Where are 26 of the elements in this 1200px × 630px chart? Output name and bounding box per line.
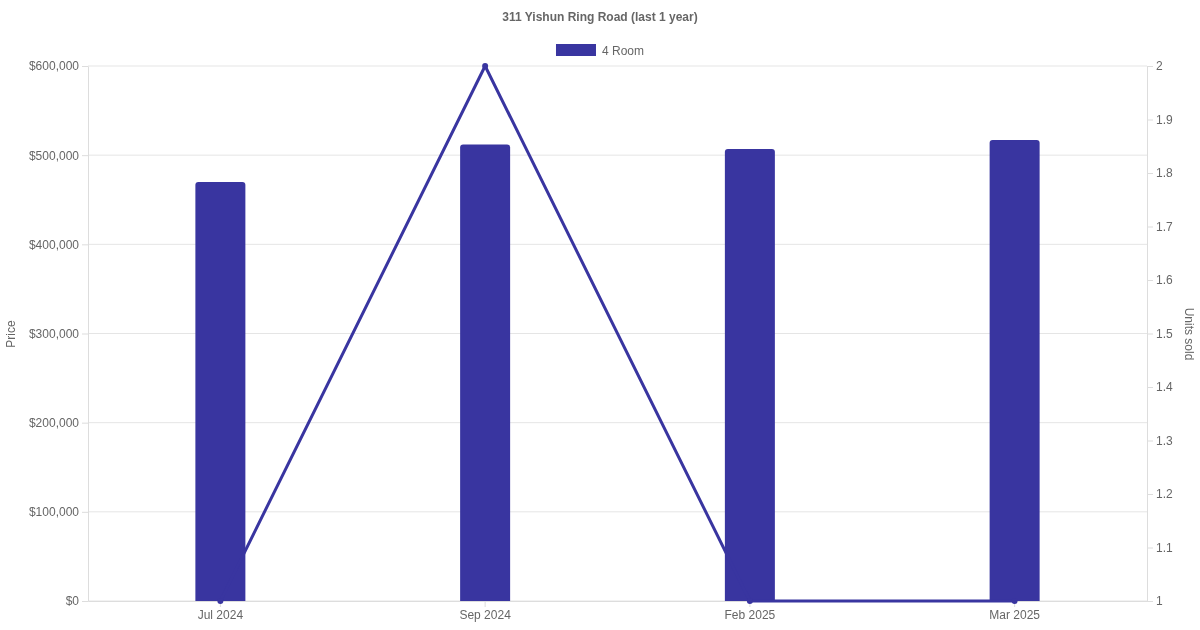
y2-tick-label: 1.6 [1156, 273, 1174, 288]
y2-tick-label: 1 [1156, 594, 1163, 609]
y2-tick-label: 1.5 [1156, 326, 1174, 341]
y2-tick-label: 2 [1156, 59, 1163, 74]
y-tick-label: $500,000 [28, 148, 80, 163]
y2-tick-label: 1.3 [1156, 433, 1174, 448]
y-axis-title: Price [4, 320, 18, 348]
y-tick-label: $100,000 [28, 505, 80, 520]
y2-tick-label: 1.8 [1156, 166, 1174, 181]
y2-tick-label: 1.2 [1156, 487, 1174, 502]
y2-tick-label: 1.1 [1156, 540, 1174, 555]
x-tick-label: Feb 2025 [724, 607, 776, 622]
y2-tick-label: 1.4 [1156, 380, 1174, 395]
y-tick-label: $600,000 [28, 59, 80, 74]
x-tick-label: Jul 2024 [197, 607, 244, 622]
y-tick-label: $0 [65, 594, 80, 609]
x-tick-label: Sep 2024 [459, 607, 512, 622]
y2-axis-title: Units sold [1182, 307, 1196, 361]
legend-label: 4 Room [601, 43, 645, 58]
y2-tick-label: 1.7 [1156, 219, 1174, 234]
y-tick-label: $200,000 [28, 416, 80, 431]
y-tick-label: $400,000 [28, 237, 80, 252]
y2-tick-label: 1.9 [1156, 112, 1174, 127]
x-tick-label: Mar 2025 [989, 607, 1041, 622]
chart-title: 311 Yishun Ring Road (last 1 year) [502, 10, 698, 24]
y-tick-label: $300,000 [28, 326, 80, 341]
